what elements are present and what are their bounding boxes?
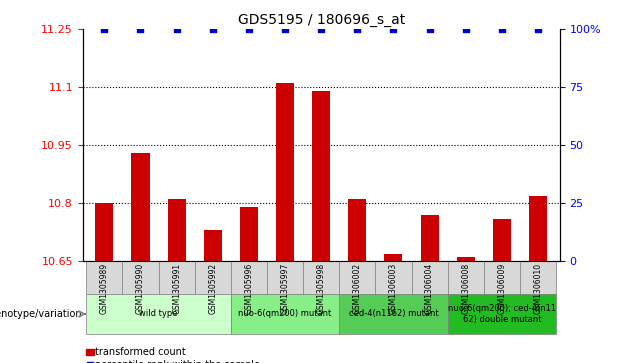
Point — [208, 26, 218, 32]
Text: GSM1305990: GSM1305990 — [136, 263, 145, 314]
Text: GSM1306009: GSM1306009 — [497, 263, 506, 314]
Bar — [132, 153, 149, 261]
FancyBboxPatch shape — [448, 294, 556, 334]
Bar — [457, 257, 474, 261]
Bar — [95, 203, 113, 261]
Bar — [420, 215, 439, 261]
Text: GSM1305997: GSM1305997 — [280, 263, 289, 314]
Bar — [529, 196, 547, 261]
Point — [497, 26, 507, 32]
FancyBboxPatch shape — [303, 261, 339, 294]
Text: wild type: wild type — [139, 310, 178, 318]
Point — [280, 26, 290, 32]
Text: GSM1305998: GSM1305998 — [317, 263, 326, 314]
Text: GSM1305996: GSM1305996 — [244, 263, 253, 314]
FancyBboxPatch shape — [195, 261, 231, 294]
FancyBboxPatch shape — [520, 261, 556, 294]
Text: transformed count: transformed count — [95, 347, 186, 357]
Point — [352, 26, 363, 32]
Point — [99, 26, 109, 32]
Text: nuo-6(qm200) mutant: nuo-6(qm200) mutant — [238, 310, 331, 318]
FancyBboxPatch shape — [86, 294, 231, 334]
Text: GSM1306002: GSM1306002 — [353, 263, 362, 314]
Text: genotype/variation: genotype/variation — [0, 309, 82, 319]
FancyBboxPatch shape — [86, 261, 123, 294]
FancyBboxPatch shape — [484, 261, 520, 294]
Bar — [349, 199, 366, 261]
Point — [533, 26, 543, 32]
Text: GSM1305992: GSM1305992 — [208, 263, 218, 314]
FancyBboxPatch shape — [448, 261, 484, 294]
Bar — [276, 83, 294, 261]
FancyBboxPatch shape — [339, 294, 448, 334]
Bar — [384, 254, 403, 261]
Point — [389, 26, 399, 32]
Bar — [204, 231, 222, 261]
Bar — [493, 219, 511, 261]
Bar — [86, 349, 93, 355]
Point — [172, 26, 182, 32]
Point — [244, 26, 254, 32]
FancyBboxPatch shape — [411, 261, 448, 294]
Text: GSM1306010: GSM1306010 — [534, 263, 543, 314]
Point — [424, 26, 434, 32]
Text: GSM1305989: GSM1305989 — [100, 263, 109, 314]
Bar — [240, 207, 258, 261]
Text: GSM1306004: GSM1306004 — [425, 263, 434, 314]
Title: GDS5195 / 180696_s_at: GDS5195 / 180696_s_at — [238, 13, 404, 26]
FancyBboxPatch shape — [339, 261, 375, 294]
FancyBboxPatch shape — [123, 261, 158, 294]
Point — [460, 26, 471, 32]
FancyBboxPatch shape — [267, 261, 303, 294]
Point — [135, 26, 146, 32]
Text: ced-4(n1162) mutant: ced-4(n1162) mutant — [349, 310, 438, 318]
Point — [316, 26, 326, 32]
Bar — [168, 199, 186, 261]
FancyBboxPatch shape — [231, 294, 339, 334]
Bar — [312, 91, 330, 261]
FancyBboxPatch shape — [375, 261, 411, 294]
Point — [85, 362, 95, 363]
FancyBboxPatch shape — [158, 261, 195, 294]
Text: nuo-6(qm200); ced-4(n11
62) double mutant: nuo-6(qm200); ced-4(n11 62) double mutan… — [448, 304, 556, 324]
Text: GSM1306003: GSM1306003 — [389, 263, 398, 314]
FancyBboxPatch shape — [231, 261, 267, 294]
Text: percentile rank within the sample: percentile rank within the sample — [95, 360, 260, 363]
Text: GSM1305991: GSM1305991 — [172, 263, 181, 314]
Text: GSM1306008: GSM1306008 — [461, 263, 470, 314]
